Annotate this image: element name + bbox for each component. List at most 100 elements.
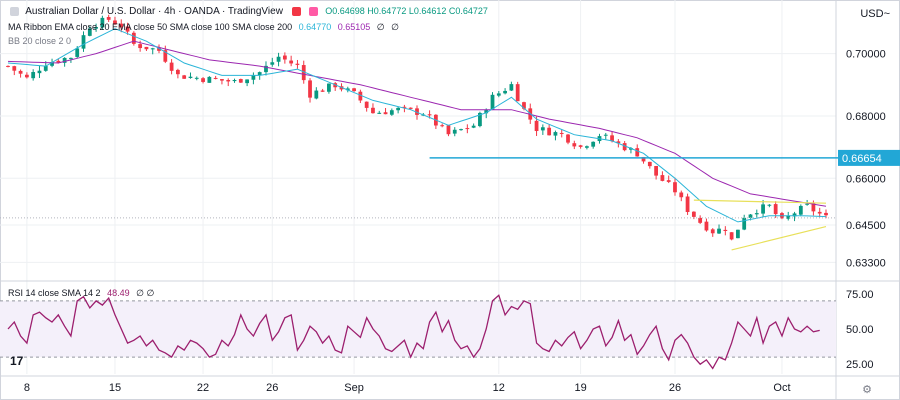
candle-body[interactable] xyxy=(490,94,495,110)
candle-body[interactable] xyxy=(276,56,281,62)
triangle-upper-line[interactable] xyxy=(693,199,827,204)
candle-body[interactable] xyxy=(798,205,803,215)
candle-body[interactable] xyxy=(94,27,98,29)
candle-body[interactable] xyxy=(364,101,369,108)
candle-body[interactable] xyxy=(131,32,136,44)
candle-body[interactable] xyxy=(534,120,539,132)
candle-body[interactable] xyxy=(18,70,23,74)
candle-body[interactable] xyxy=(75,48,80,57)
candle-body[interactable] xyxy=(56,60,61,63)
candle-body[interactable] xyxy=(282,55,287,60)
candle-body[interactable] xyxy=(660,175,665,181)
candle-body[interactable] xyxy=(522,102,526,109)
candle-body[interactable] xyxy=(610,135,614,142)
candle-body[interactable] xyxy=(220,79,224,81)
candle-body[interactable] xyxy=(704,221,709,231)
candle-body[interactable] xyxy=(194,77,199,79)
candle-body[interactable] xyxy=(106,17,111,20)
candle-body[interactable] xyxy=(207,76,212,83)
candle-body[interactable] xyxy=(748,214,753,218)
candle-body[interactable] xyxy=(685,196,690,213)
candle-body[interactable] xyxy=(301,65,306,81)
candle-body[interactable] xyxy=(314,90,319,99)
candle-body[interactable] xyxy=(377,112,382,114)
candle-body[interactable] xyxy=(100,17,105,28)
tradingview-logo[interactable]: 17 xyxy=(10,354,24,368)
candle-body[interactable] xyxy=(213,77,218,79)
settings-gear-icon[interactable]: ⚙ xyxy=(862,384,872,396)
candle-body[interactable] xyxy=(679,192,684,198)
rsi-pane[interactable] xyxy=(0,294,836,370)
candle-body[interactable] xyxy=(698,217,703,223)
candle-body[interactable] xyxy=(138,44,143,49)
candle-body[interactable] xyxy=(415,108,419,115)
candle-body[interactable] xyxy=(31,72,36,79)
candle-body[interactable] xyxy=(232,79,237,82)
price-pane[interactable] xyxy=(0,14,844,251)
candle-body[interactable] xyxy=(773,204,778,215)
candle-body[interactable] xyxy=(188,76,193,78)
candle-body[interactable] xyxy=(509,84,514,91)
candle-body[interactable] xyxy=(717,228,721,234)
candle-body[interactable] xyxy=(6,65,10,67)
currency-selector[interactable]: USD~ xyxy=(860,8,890,20)
candle-body[interactable] xyxy=(440,125,445,127)
candle-body[interactable] xyxy=(37,70,42,74)
candle-body[interactable] xyxy=(345,88,350,91)
candle-body[interactable] xyxy=(478,112,482,127)
candle-body[interactable] xyxy=(459,129,463,131)
candle-body[interactable] xyxy=(113,20,117,25)
candle-body[interactable] xyxy=(327,83,331,92)
candle-body[interactable] xyxy=(125,26,130,32)
candle-body[interactable] xyxy=(691,211,696,217)
rsi-line[interactable] xyxy=(7,294,820,370)
candle-body[interactable] xyxy=(150,48,155,50)
candle-body[interactable] xyxy=(389,110,394,115)
candle-body[interactable] xyxy=(396,107,401,111)
candle-body[interactable] xyxy=(641,156,646,162)
candle-body[interactable] xyxy=(578,145,583,147)
candle-body[interactable] xyxy=(163,50,168,62)
candle-body[interactable] xyxy=(635,148,640,157)
candle-body[interactable] xyxy=(226,80,231,82)
candle-body[interactable] xyxy=(251,75,256,80)
candle-body[interactable] xyxy=(754,213,759,215)
rsi-legend[interactable]: RSI 14 close SMA 14 2 48.49 ∅ ∅ xyxy=(8,288,158,299)
candle-body[interactable] xyxy=(723,229,728,231)
candle-body[interactable] xyxy=(824,212,828,216)
flag-icon[interactable] xyxy=(309,6,319,16)
candle-body[interactable] xyxy=(257,72,262,76)
candle-body[interactable] xyxy=(119,23,124,28)
candle-body[interactable] xyxy=(176,69,180,75)
candle-body[interactable] xyxy=(50,62,54,66)
candle-body[interactable] xyxy=(238,79,243,83)
candle-body[interactable] xyxy=(585,146,589,148)
bb-legend[interactable]: BB 20 close 2 0 xyxy=(8,36,75,47)
candle-body[interactable] xyxy=(761,204,765,214)
candle-body[interactable] xyxy=(270,62,275,65)
candle-body[interactable] xyxy=(811,203,816,212)
candle-body[interactable] xyxy=(452,129,457,134)
candle-body[interactable] xyxy=(673,182,677,193)
candle-body[interactable] xyxy=(666,180,671,182)
candle-body[interactable] xyxy=(144,46,149,50)
candle-body[interactable] xyxy=(710,229,715,234)
candle-body[interactable] xyxy=(169,62,174,71)
candle-body[interactable] xyxy=(87,28,92,36)
candle-body[interactable] xyxy=(308,80,312,98)
candle-body[interactable] xyxy=(201,78,205,82)
candle-body[interactable] xyxy=(358,91,363,101)
candle-body[interactable] xyxy=(43,65,48,71)
symbol-label[interactable]: Australian Dollar / U.S. Dollar · 4h · O… xyxy=(25,6,283,17)
candle-body[interactable] xyxy=(289,60,294,64)
candle-body[interactable] xyxy=(540,127,545,131)
candle-body[interactable] xyxy=(408,107,413,109)
candle-body[interactable] xyxy=(515,84,520,102)
candle-body[interactable] xyxy=(264,65,268,73)
triangle-lower-line[interactable] xyxy=(731,225,827,251)
candle-body[interactable] xyxy=(786,215,791,219)
candle-body[interactable] xyxy=(182,75,187,79)
candle-body[interactable] xyxy=(371,107,375,114)
candle-body[interactable] xyxy=(742,217,747,230)
